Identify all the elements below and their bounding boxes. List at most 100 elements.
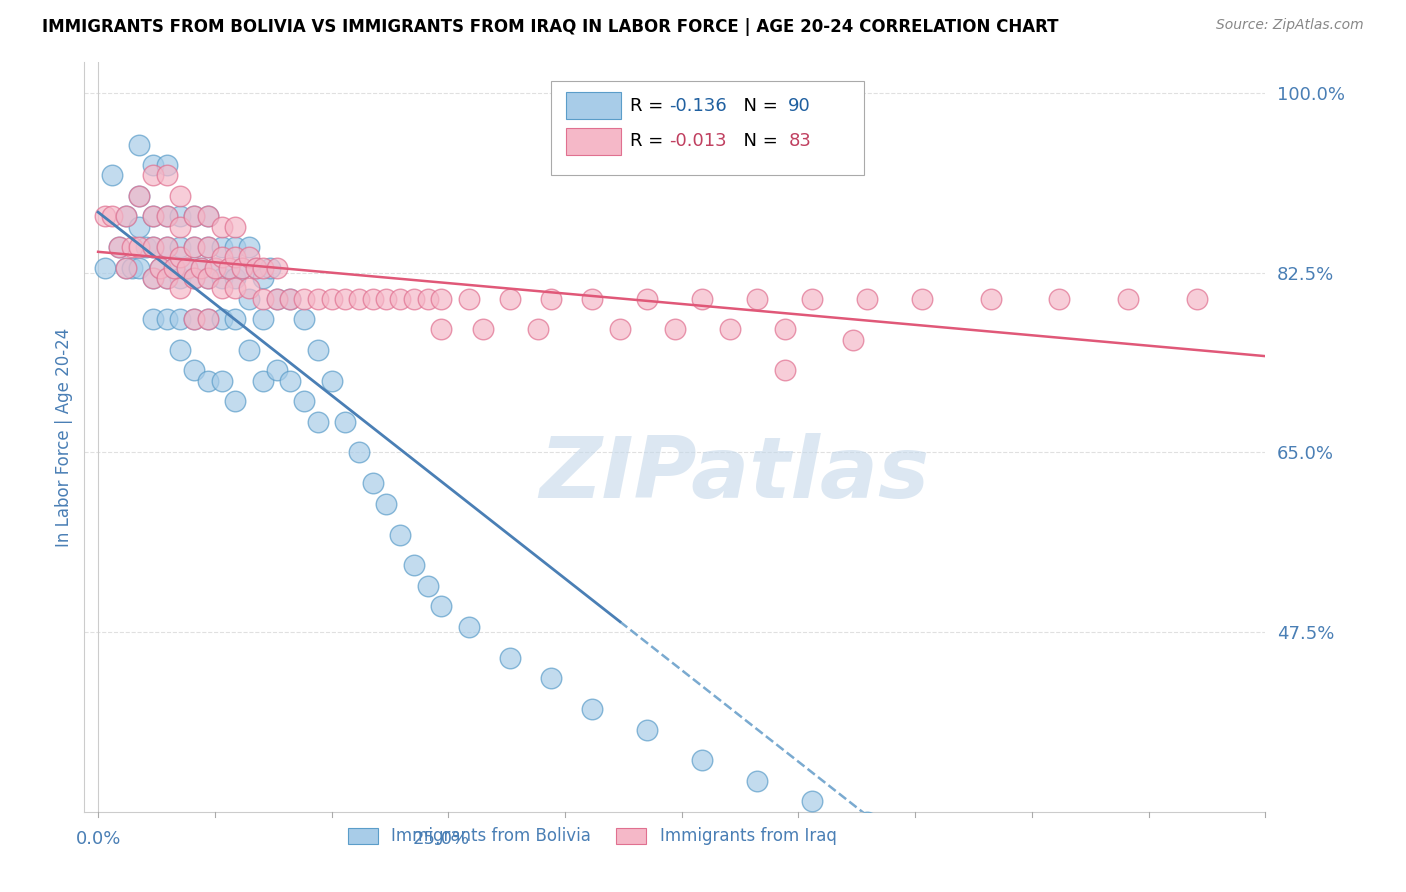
Legend: Immigrants from Bolivia, Immigrants from Iraq: Immigrants from Bolivia, Immigrants from… <box>342 821 844 852</box>
Point <box>911 292 934 306</box>
Point <box>856 292 879 306</box>
Point <box>224 281 246 295</box>
Point <box>114 260 136 275</box>
Point <box>190 260 212 275</box>
Point <box>773 363 796 377</box>
Text: 90: 90 <box>789 97 811 115</box>
Point <box>197 240 219 254</box>
Point <box>169 251 191 265</box>
Point <box>142 158 165 172</box>
Point <box>692 292 714 306</box>
Point <box>252 292 274 306</box>
Point <box>197 374 219 388</box>
Point <box>238 240 260 254</box>
Point <box>280 374 302 388</box>
Point <box>636 292 658 306</box>
Point <box>692 753 714 767</box>
Point <box>121 260 143 275</box>
Point <box>183 271 205 285</box>
Point <box>211 240 233 254</box>
Point <box>121 240 143 254</box>
Point <box>347 445 370 459</box>
Point <box>238 251 260 265</box>
Text: R =: R = <box>630 97 669 115</box>
Point <box>142 312 165 326</box>
Point <box>224 251 246 265</box>
Point <box>142 210 165 224</box>
Point <box>128 240 150 254</box>
Point <box>190 260 212 275</box>
Point <box>162 260 184 275</box>
Point <box>280 292 302 306</box>
Point <box>156 210 179 224</box>
Point <box>430 292 453 306</box>
Point <box>636 723 658 737</box>
Point <box>457 292 479 306</box>
Point <box>292 292 315 306</box>
Point <box>142 240 165 254</box>
Text: 83: 83 <box>789 132 811 150</box>
Point <box>197 312 219 326</box>
Point <box>471 322 494 336</box>
Point <box>252 271 274 285</box>
Point <box>224 271 246 285</box>
Point <box>416 292 439 306</box>
Point <box>259 260 281 275</box>
Point <box>197 271 219 285</box>
Point <box>842 333 865 347</box>
Point <box>231 260 253 275</box>
Point <box>156 158 179 172</box>
Point <box>156 169 179 183</box>
Point <box>252 374 274 388</box>
Point <box>169 219 191 234</box>
Point <box>609 322 631 336</box>
Point <box>361 476 384 491</box>
Point <box>101 210 124 224</box>
Text: N =: N = <box>731 97 783 115</box>
Point <box>430 322 453 336</box>
Point <box>218 260 240 275</box>
Text: 25.0%: 25.0% <box>413 830 470 848</box>
Point <box>266 292 288 306</box>
Point <box>142 240 165 254</box>
Point <box>747 292 769 306</box>
Point <box>101 169 124 183</box>
Point <box>197 312 219 326</box>
Point <box>375 497 398 511</box>
Point <box>718 322 741 336</box>
Point <box>292 312 315 326</box>
Point <box>197 271 219 285</box>
Point <box>856 815 879 830</box>
Text: -0.013: -0.013 <box>669 132 727 150</box>
Y-axis label: In Labor Force | Age 20-24: In Labor Force | Age 20-24 <box>55 327 73 547</box>
Point <box>224 219 246 234</box>
Point <box>156 210 179 224</box>
Point <box>581 702 603 716</box>
Point <box>107 240 129 254</box>
Point <box>169 189 191 203</box>
Point <box>664 322 686 336</box>
Point <box>361 292 384 306</box>
Point <box>224 240 246 254</box>
Point <box>224 312 246 326</box>
Point <box>142 210 165 224</box>
Text: R =: R = <box>630 132 669 150</box>
Point <box>114 260 136 275</box>
Point <box>156 240 179 254</box>
Point <box>321 292 343 306</box>
Point <box>980 292 1002 306</box>
Point <box>245 260 267 275</box>
Point <box>402 558 425 573</box>
Point <box>149 260 172 275</box>
Point <box>128 219 150 234</box>
Point <box>245 260 267 275</box>
Point <box>114 210 136 224</box>
Point <box>801 794 824 808</box>
Point <box>211 312 233 326</box>
Point <box>430 599 453 614</box>
FancyBboxPatch shape <box>567 93 620 120</box>
Point <box>204 260 226 275</box>
Point <box>183 363 205 377</box>
Point <box>162 260 184 275</box>
Point <box>1047 292 1070 306</box>
